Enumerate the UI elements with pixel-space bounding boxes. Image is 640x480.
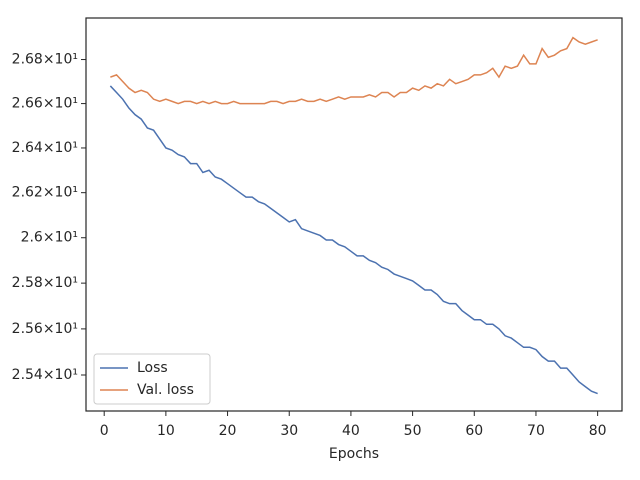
legend: Loss Val. loss [93, 353, 211, 405]
x-tick-label: 30 [280, 423, 298, 439]
x-tick-label: 10 [157, 423, 175, 439]
x-tick-label: 0 [100, 423, 109, 439]
x-tick-label: 20 [219, 423, 237, 439]
y-tick-label: 2.56×10¹ [12, 321, 78, 337]
x-tick-label: 40 [342, 423, 360, 439]
line-series [110, 36, 598, 105]
line-series [109, 85, 598, 395]
x-tick-label: 50 [404, 423, 422, 439]
plot-frame [85, 17, 623, 412]
y-tick-label: 2.62×10¹ [12, 185, 78, 201]
y-tick-label: 2.6×10¹ [21, 230, 78, 246]
y-tick-label: 2.58×10¹ [12, 275, 78, 291]
y-tick-label: 2.66×10¹ [12, 96, 78, 112]
legend-label: Loss [137, 360, 168, 376]
y-tick-label: 2.68×10¹ [12, 52, 78, 68]
legend-box [93, 353, 211, 405]
y-tick-label: 2.64×10¹ [12, 140, 78, 156]
x-tick-label: 80 [589, 423, 607, 439]
legend-label: Val. loss [137, 382, 194, 398]
x-tick-label: 60 [465, 423, 483, 439]
x-axis-label: Epochs [329, 446, 379, 462]
x-tick-label: 70 [527, 423, 545, 439]
y-tick-label: 2.54×10¹ [12, 367, 78, 383]
